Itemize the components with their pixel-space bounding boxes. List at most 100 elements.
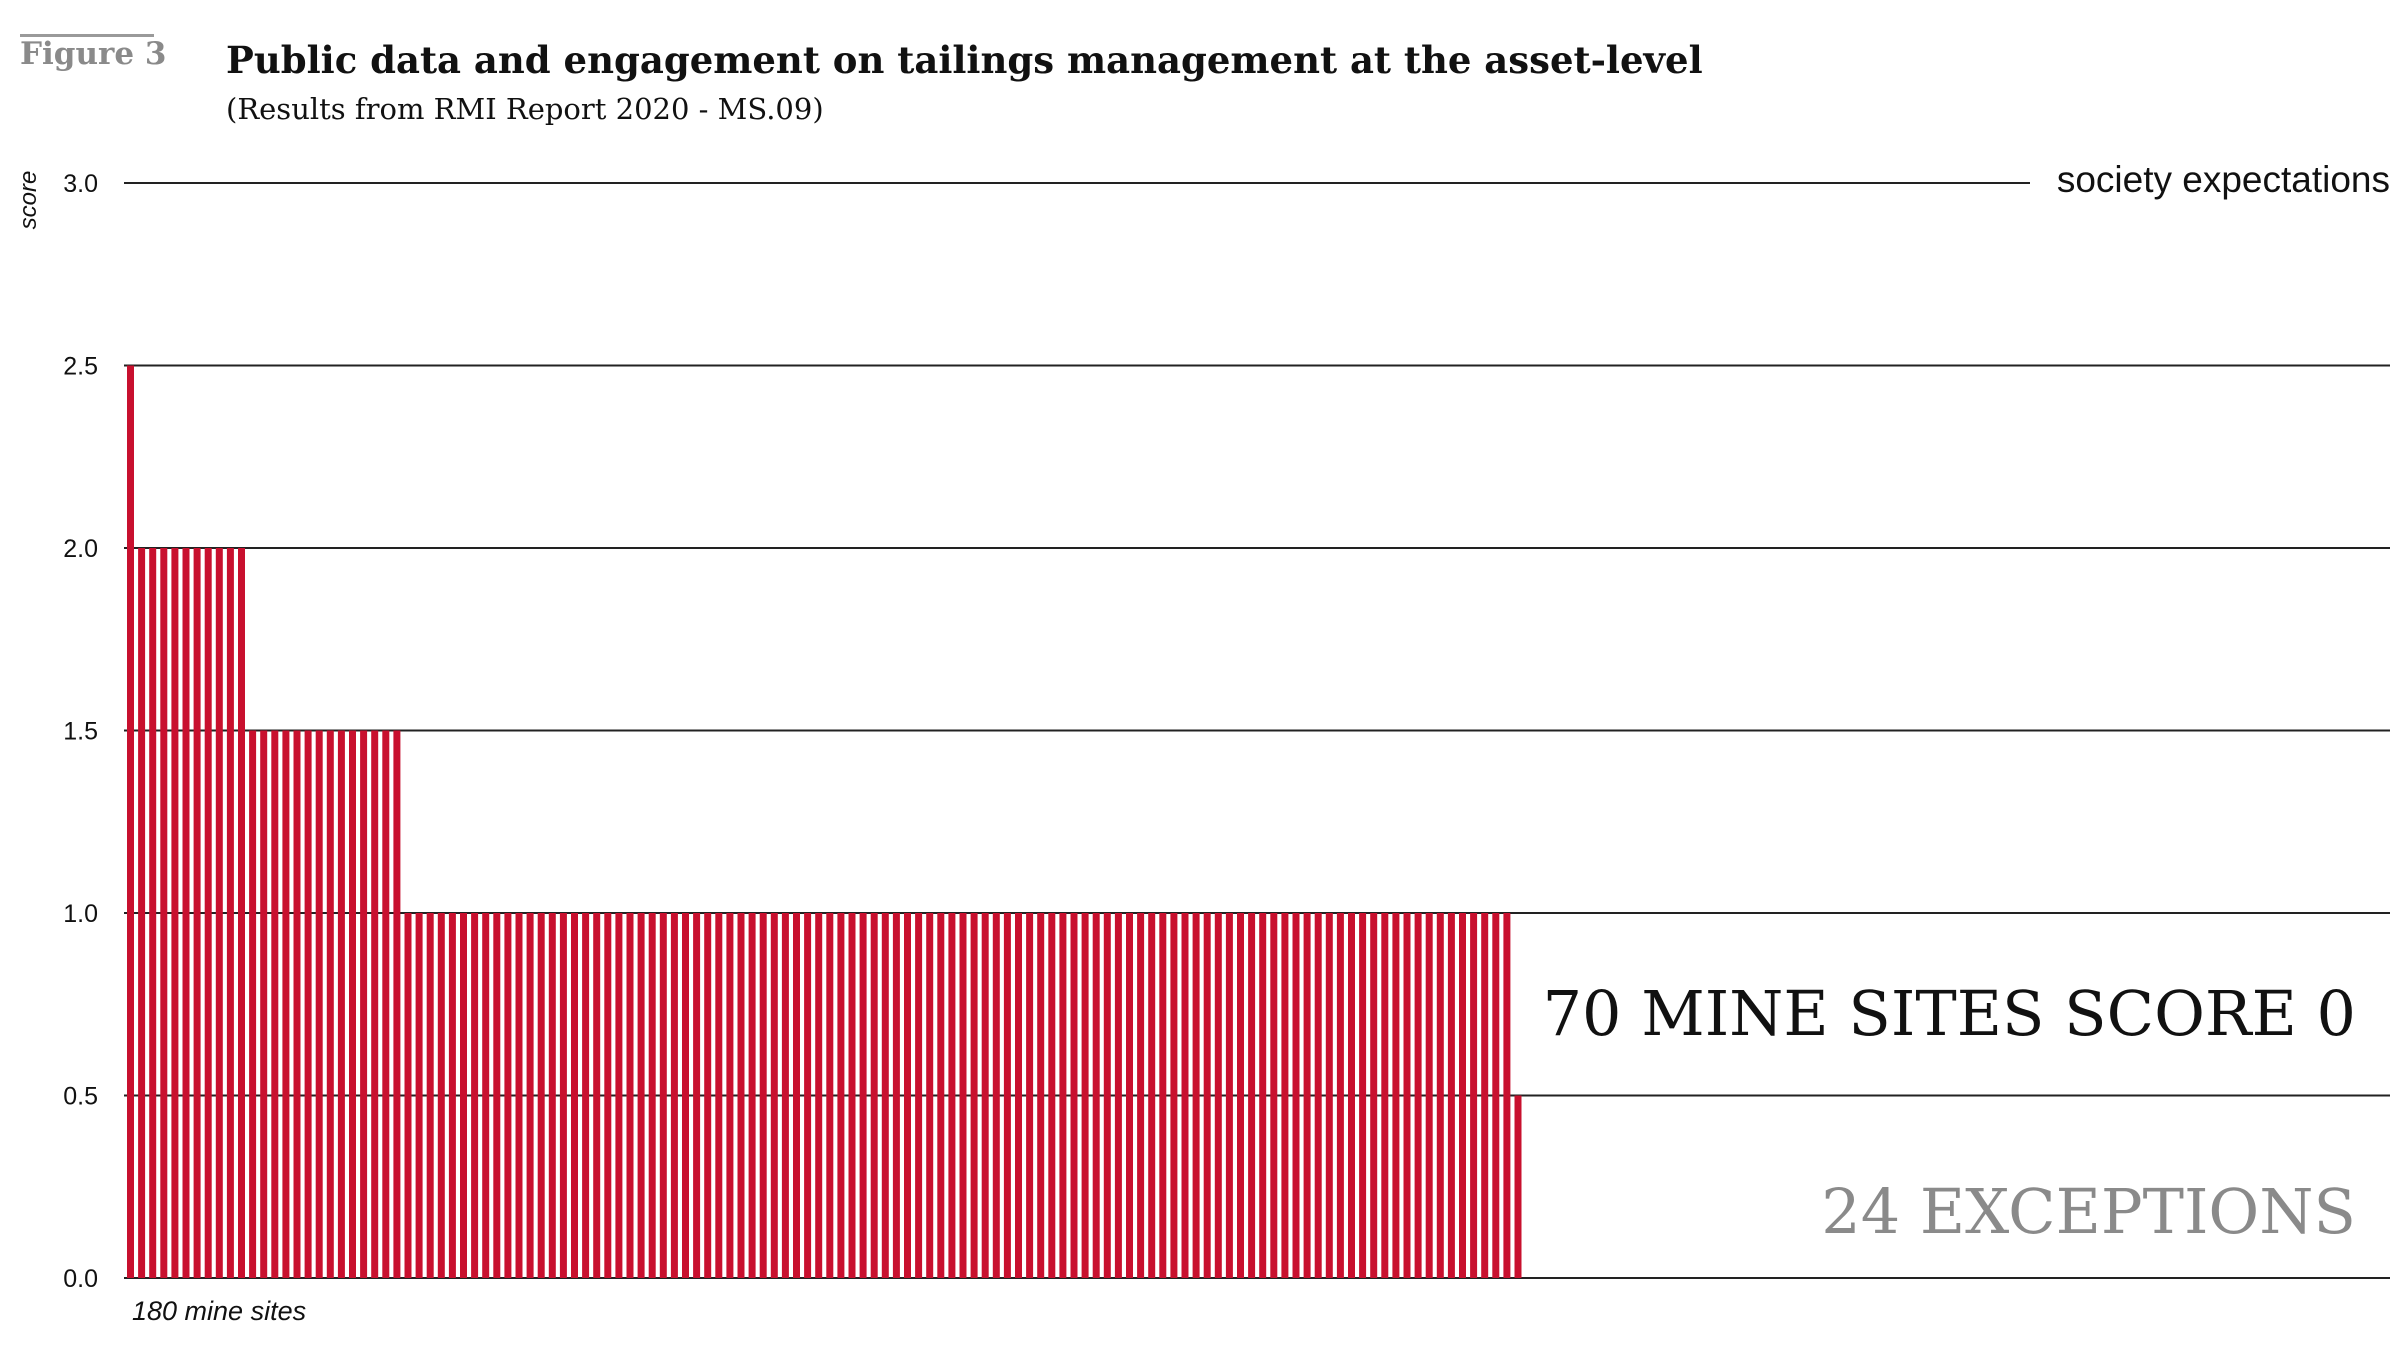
bar (127, 365, 134, 1278)
y-tick-labels: 0.0 0.5 1.0 1.5 2.0 2.5 3.0 (63, 170, 98, 1293)
bar (271, 730, 279, 1278)
figure-label-rule (20, 34, 154, 37)
bar (1459, 913, 1466, 1278)
bar (193, 548, 201, 1278)
bar (1336, 913, 1344, 1278)
bar (1370, 913, 1378, 1278)
bar (493, 913, 501, 1278)
bar (1070, 913, 1078, 1278)
bar (848, 913, 856, 1278)
bar (682, 913, 689, 1278)
bar (315, 730, 323, 1278)
bar (892, 913, 900, 1278)
bar (1048, 913, 1056, 1278)
bar (226, 548, 234, 1278)
bar (748, 913, 756, 1278)
bar (737, 913, 745, 1278)
bar (426, 913, 434, 1278)
bar (349, 730, 356, 1278)
y-tick-label: 1.0 (63, 900, 98, 928)
bar (604, 913, 612, 1278)
bar (1492, 913, 1500, 1278)
bar (404, 913, 412, 1278)
bar (1481, 913, 1489, 1278)
bar (1248, 913, 1256, 1278)
bar (204, 548, 212, 1278)
bar (1192, 913, 1200, 1278)
bar (837, 913, 845, 1278)
bar (215, 548, 223, 1278)
bar (926, 913, 934, 1278)
bar (1159, 913, 1167, 1278)
bar (759, 913, 767, 1278)
annotation-zero-score: 70 MINE SITES SCORE 0 (1543, 977, 2356, 1050)
bar (471, 913, 479, 1278)
bars (127, 365, 1522, 1278)
bar (1303, 913, 1311, 1278)
bar (326, 730, 334, 1278)
bar (615, 913, 623, 1278)
bar (559, 913, 567, 1278)
bar (293, 730, 301, 1278)
bar (515, 913, 523, 1278)
bar (1170, 913, 1178, 1278)
bar (238, 548, 245, 1278)
bar (360, 730, 368, 1278)
bar (1015, 913, 1022, 1278)
bar (1026, 913, 1034, 1278)
bar (1059, 913, 1067, 1278)
bar (1292, 913, 1300, 1278)
bar (815, 913, 823, 1278)
bar (881, 913, 889, 1278)
y-tick-label: 0.0 (63, 1265, 98, 1293)
bar (981, 913, 989, 1278)
bar (182, 548, 190, 1278)
bar (793, 913, 800, 1278)
bar (1237, 913, 1244, 1278)
bar (1514, 1095, 1522, 1278)
bar (859, 913, 867, 1278)
bar (1314, 913, 1322, 1278)
bar (1325, 913, 1333, 1278)
bar (1092, 913, 1100, 1278)
bar (593, 913, 601, 1278)
bar (704, 913, 712, 1278)
bar (337, 730, 345, 1278)
bar (726, 913, 734, 1278)
y-tick-label: 1.5 (63, 718, 98, 746)
annotation-exceptions: 24 EXCEPTIONS (1821, 1175, 2356, 1248)
bar (659, 913, 667, 1278)
bar (648, 913, 656, 1278)
bar (1081, 913, 1089, 1278)
bar (460, 913, 467, 1278)
bar (1148, 913, 1156, 1278)
bar (138, 548, 146, 1278)
chart-title: Public data and engagement on tailings m… (226, 38, 1703, 82)
bar (1037, 913, 1045, 1278)
bar (715, 913, 723, 1278)
bar (937, 913, 945, 1278)
bar (415, 913, 423, 1278)
bar (948, 913, 956, 1278)
bar (1414, 913, 1422, 1278)
bar (1436, 913, 1444, 1278)
bar (304, 730, 312, 1278)
bar (1114, 913, 1122, 1278)
bar (1103, 913, 1111, 1278)
bar (826, 913, 834, 1278)
bar (1225, 913, 1233, 1278)
bar (382, 730, 390, 1278)
y-tick-label: 0.5 (63, 1083, 98, 1111)
bar (171, 548, 179, 1278)
x-axis-label: 180 mine sites (132, 1296, 306, 1326)
bar (371, 730, 379, 1278)
bar (693, 913, 701, 1278)
bar (1181, 913, 1189, 1278)
bar (970, 913, 978, 1278)
bar (1137, 913, 1145, 1278)
bar (448, 913, 456, 1278)
bar (571, 913, 578, 1278)
bar (870, 913, 878, 1278)
bar (1447, 913, 1455, 1278)
